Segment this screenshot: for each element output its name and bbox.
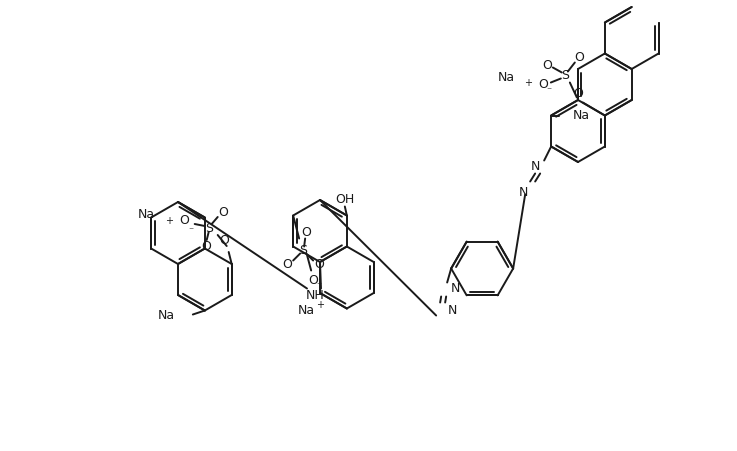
Text: N: N <box>531 160 539 173</box>
Text: OH: OH <box>335 193 354 206</box>
Text: N: N <box>518 186 528 199</box>
Text: Na: Na <box>298 304 315 317</box>
Text: O: O <box>301 226 311 239</box>
Text: Na: Na <box>158 309 175 322</box>
Text: O: O <box>217 206 228 218</box>
Text: NH: NH <box>306 289 324 302</box>
Text: O: O <box>314 258 324 271</box>
Text: S: S <box>561 69 569 82</box>
Text: Na: Na <box>138 208 155 221</box>
Text: ⁻: ⁻ <box>317 281 322 291</box>
Text: Na: Na <box>497 71 515 84</box>
Text: O: O <box>538 78 548 91</box>
Text: ⁻: ⁻ <box>546 87 551 97</box>
Text: N: N <box>448 304 458 317</box>
Text: +: + <box>316 300 324 310</box>
Text: N: N <box>451 282 461 295</box>
Text: O: O <box>200 239 211 253</box>
Text: S: S <box>205 221 213 235</box>
Text: O: O <box>179 213 189 226</box>
Text: O: O <box>282 258 292 271</box>
Text: O: O <box>219 235 228 248</box>
Text: Na: Na <box>573 109 590 122</box>
Text: O: O <box>308 274 318 287</box>
Text: O: O <box>574 51 584 64</box>
Text: +: + <box>524 78 532 88</box>
Text: O: O <box>573 87 583 100</box>
Text: S: S <box>299 244 307 257</box>
Text: O: O <box>542 59 552 72</box>
Text: ⁻: ⁻ <box>188 226 193 236</box>
Text: +: + <box>164 216 172 226</box>
